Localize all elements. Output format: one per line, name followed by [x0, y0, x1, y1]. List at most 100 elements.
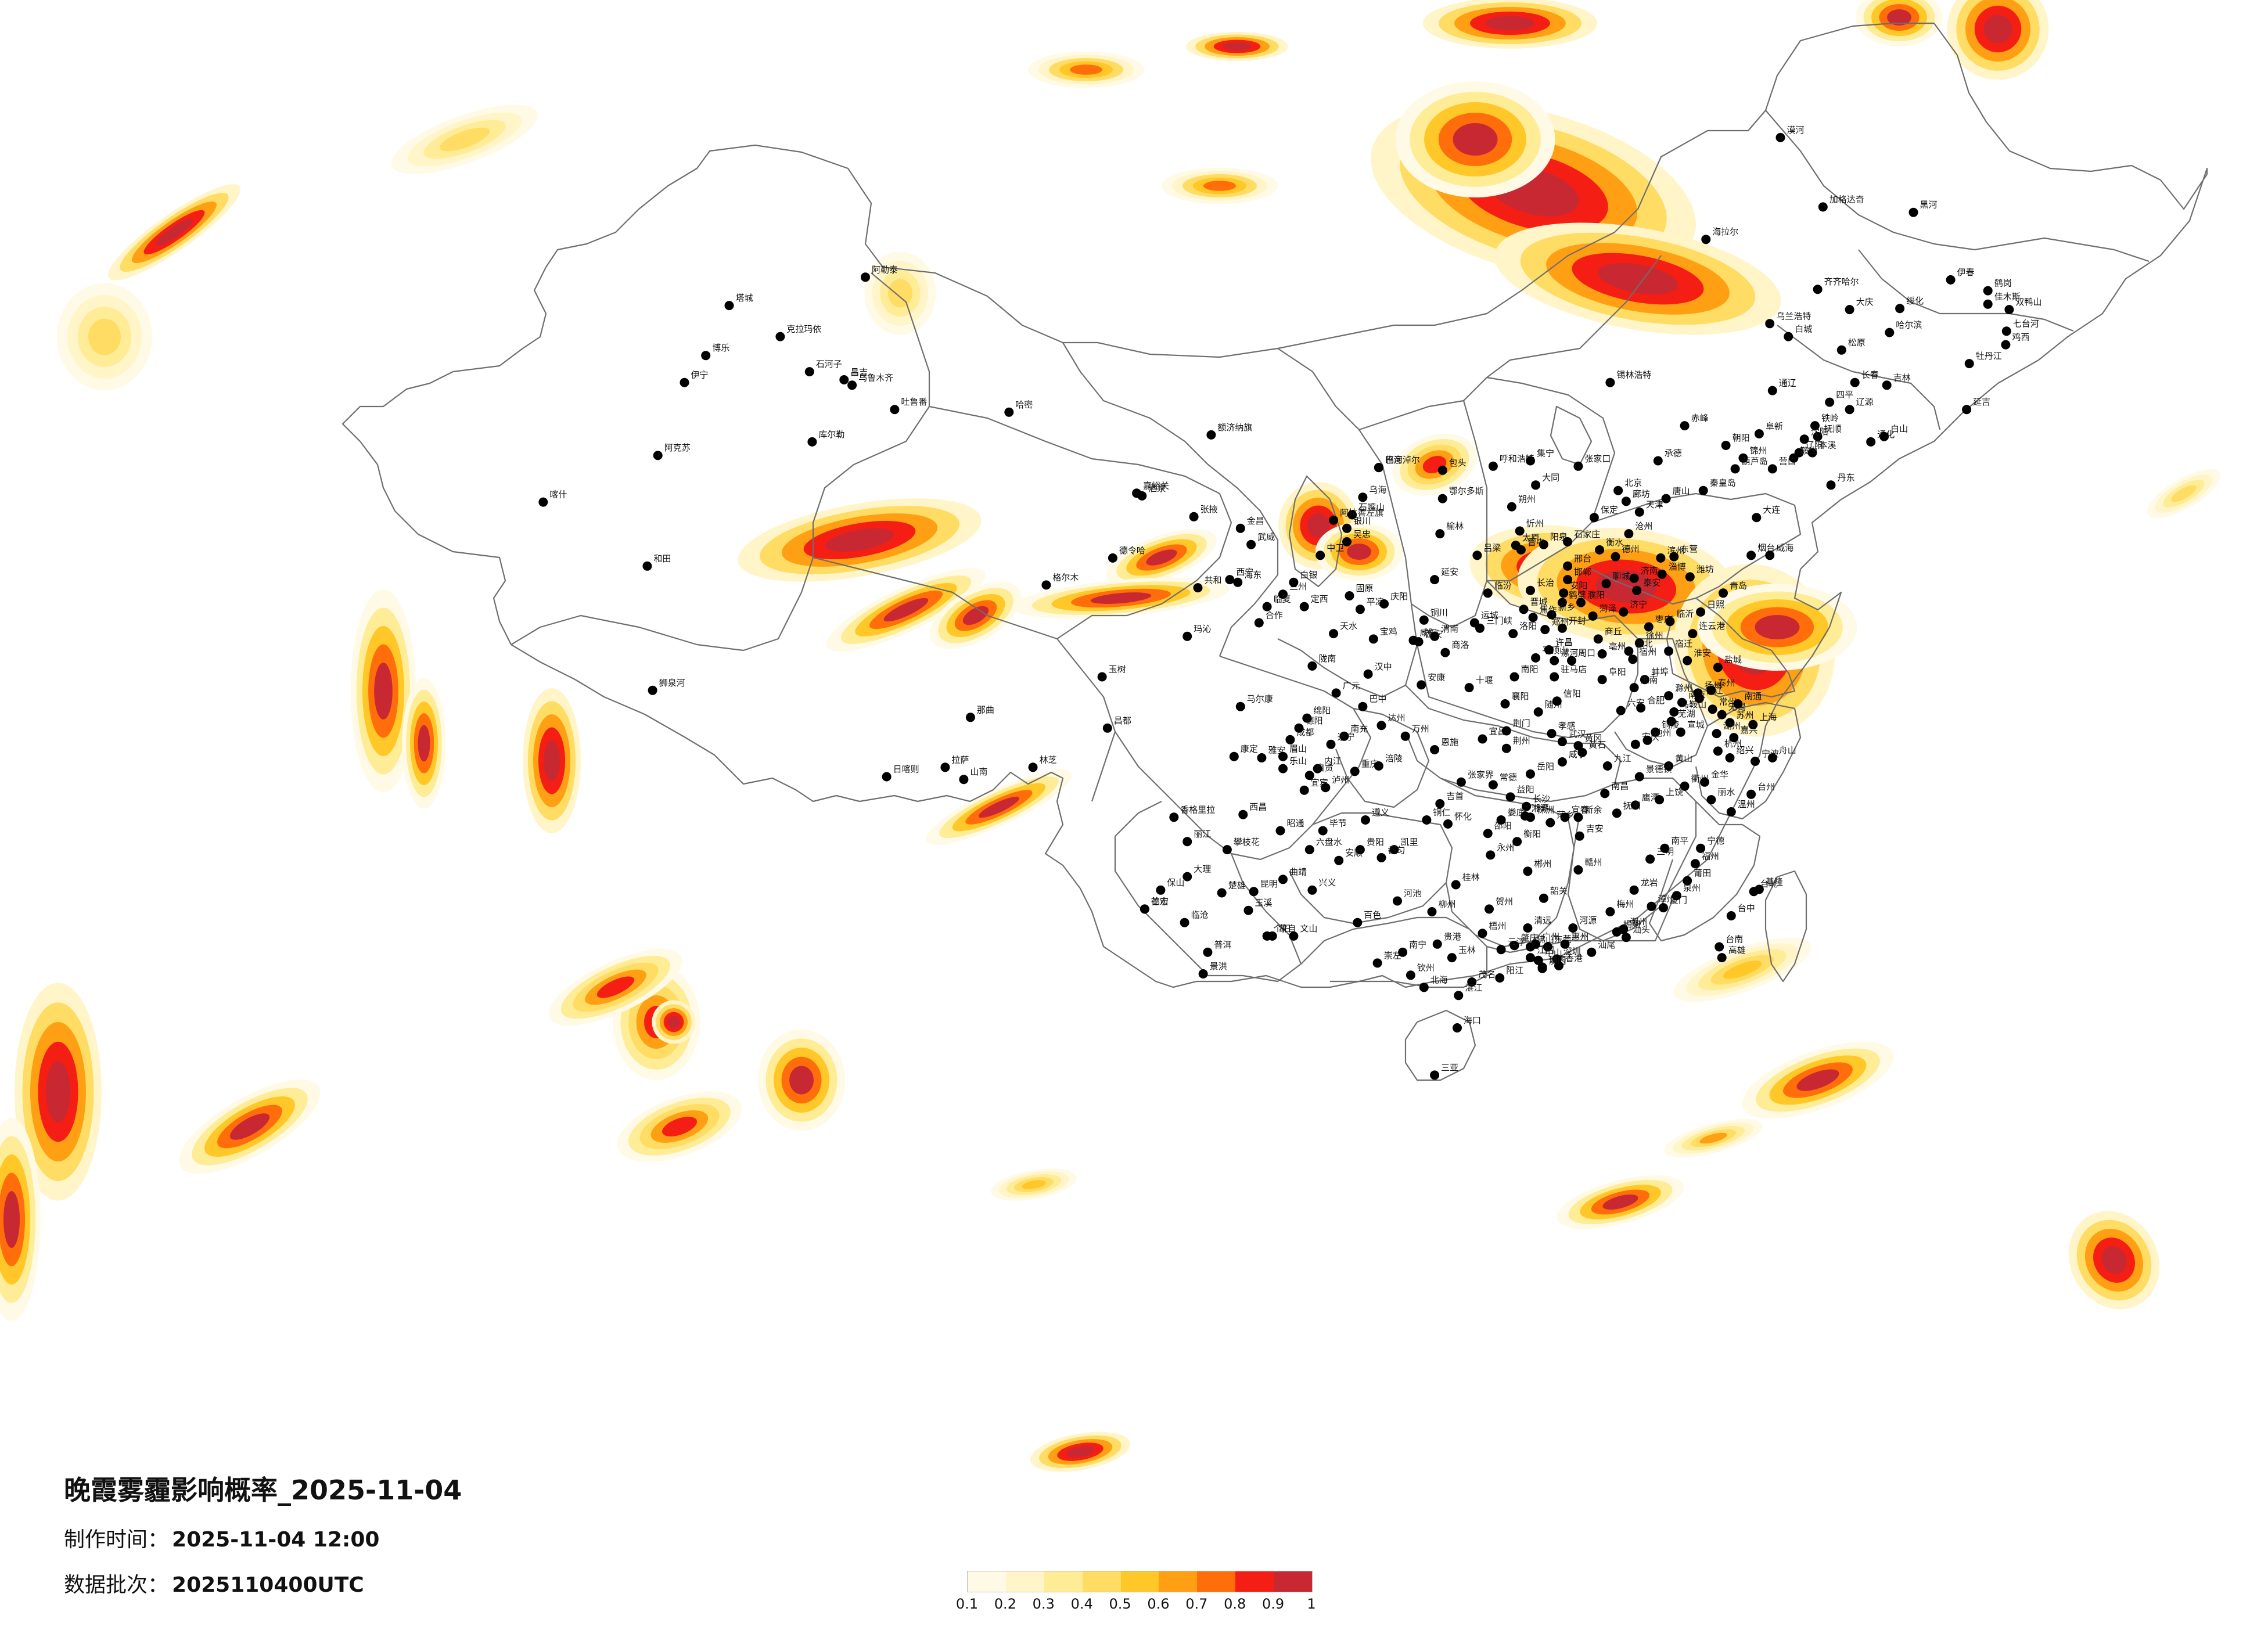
- haze-probability-patch: [1755, 615, 1800, 639]
- city-dot: [1619, 607, 1629, 617]
- city-label: 石嘴山: [1358, 502, 1385, 513]
- city-dot: [1285, 735, 1295, 744]
- city-dot: [1519, 605, 1529, 614]
- city-dot: [1719, 588, 1728, 598]
- city-dot: [1507, 502, 1516, 512]
- city-label: 鹤壁: [1569, 590, 1586, 600]
- city-label: 韶关: [1550, 886, 1568, 896]
- city-dot: [1456, 777, 1466, 787]
- city-dot: [1712, 729, 1721, 739]
- city-dot: [1512, 837, 1522, 847]
- city-dot: [847, 380, 857, 390]
- city-label: 太原: [1522, 533, 1540, 543]
- city-dot: [1496, 815, 1506, 825]
- city-label: 林芝: [1040, 754, 1057, 765]
- data-batch-label: 数据批次：: [64, 1573, 169, 1597]
- city-dot: [1895, 304, 1905, 314]
- haze-probability-patch: [46, 1061, 70, 1123]
- city-label: 贵阳: [1367, 837, 1384, 847]
- city-label: 荆州: [1513, 736, 1530, 746]
- city-dot: [1665, 617, 1675, 627]
- city-dot: [1651, 727, 1660, 737]
- city-label: 茂名: [1478, 969, 1496, 980]
- city-label: 昌吉: [850, 367, 868, 377]
- city-dot: [1624, 529, 1634, 539]
- legend-tick-label: 0.3: [1032, 1596, 1055, 1612]
- city-dot: [1533, 955, 1543, 965]
- city-dot: [1182, 837, 1192, 847]
- city-label: 淮安: [1694, 648, 1711, 659]
- city-dot: [1547, 610, 1557, 620]
- city-label: 深圳: [1563, 946, 1581, 956]
- city-label: 南平: [1671, 836, 1688, 846]
- city-dot: [1531, 480, 1541, 490]
- city-dot: [839, 375, 849, 384]
- legend-tick-label: 0.6: [1147, 1596, 1170, 1612]
- haze-probability-patch: [1347, 544, 1371, 560]
- city-label: 滨州: [1667, 545, 1684, 556]
- heilongjiang-border: [1765, 110, 2150, 262]
- ningxia-border: [1288, 475, 1343, 588]
- city-dot: [1616, 706, 1626, 715]
- legend-tick-label: 0.1: [955, 1596, 979, 1612]
- city-dot: [1621, 497, 1631, 506]
- city-dot: [1509, 941, 1519, 951]
- city-dot: [1836, 345, 1846, 355]
- city-label: 大庆: [1856, 297, 1874, 307]
- city-dot: [1454, 991, 1464, 1001]
- city-dot: [1238, 810, 1248, 819]
- city-label: 楚雄: [1228, 880, 1246, 891]
- legend-swatch: [1082, 1571, 1121, 1592]
- city-dot: [1262, 931, 1272, 941]
- city-label: 潍坊: [1696, 564, 1714, 574]
- city-dot: [1634, 507, 1644, 517]
- city-label: 西昌: [1249, 802, 1267, 812]
- city-label: 周口: [1578, 648, 1595, 659]
- city-label: 白银: [1300, 570, 1317, 580]
- legend-tick-label: 1: [1307, 1596, 1316, 1612]
- city-dot: [1533, 707, 1543, 717]
- city-label: 恩施: [1441, 737, 1458, 747]
- city-dot: [680, 377, 689, 387]
- city-dot: [1353, 918, 1363, 927]
- city-label: 忻州: [1526, 518, 1544, 528]
- city-label: 共和: [1205, 575, 1222, 585]
- city-dot: [1246, 539, 1256, 549]
- city-label: 崇左: [1384, 950, 1401, 961]
- city-dot: [1696, 607, 1706, 617]
- city-label: 鞍山: [1800, 445, 1817, 456]
- shandong-border: [1591, 492, 1802, 605]
- city-label: 安康: [1428, 672, 1445, 682]
- city-dot: [1132, 488, 1142, 498]
- city-label: 昌都: [1114, 715, 1131, 726]
- city-dot: [1690, 859, 1700, 869]
- haze-probability-patch: [88, 318, 121, 355]
- city-label: 伊宁: [691, 370, 709, 380]
- city-dot: [1526, 769, 1535, 779]
- city-dot: [1189, 512, 1199, 521]
- city-dot: [1531, 653, 1541, 663]
- haze-probability-patch: [1602, 1194, 1638, 1210]
- xinjiang-border: [511, 272, 930, 652]
- legend-swatch: [1197, 1571, 1236, 1592]
- city-label: 聊城: [1613, 571, 1630, 581]
- city-label: 绵阳: [1313, 706, 1331, 716]
- city-dot: [1656, 553, 1666, 563]
- city-dot: [1321, 783, 1331, 793]
- city-label: 常州: [1719, 696, 1737, 707]
- city-dot: [1326, 739, 1336, 749]
- city-label: 四平: [1836, 390, 1853, 400]
- city-dot: [1664, 646, 1674, 656]
- city-label: 银川: [1353, 516, 1371, 526]
- city-dot: [1721, 441, 1731, 450]
- city-label: 泸州: [1332, 775, 1349, 785]
- city-label: 吉首: [1446, 791, 1464, 801]
- city-label: 衡阳: [1523, 829, 1541, 839]
- city-dot: [1408, 635, 1418, 645]
- city-dot: [1313, 764, 1322, 774]
- production-time-line: 制作时间： 2025-11-04 12:00: [64, 1523, 379, 1553]
- city-label: 天津: [1646, 499, 1663, 510]
- city-dot: [1882, 380, 1892, 390]
- haze-probability-patch: [596, 976, 635, 998]
